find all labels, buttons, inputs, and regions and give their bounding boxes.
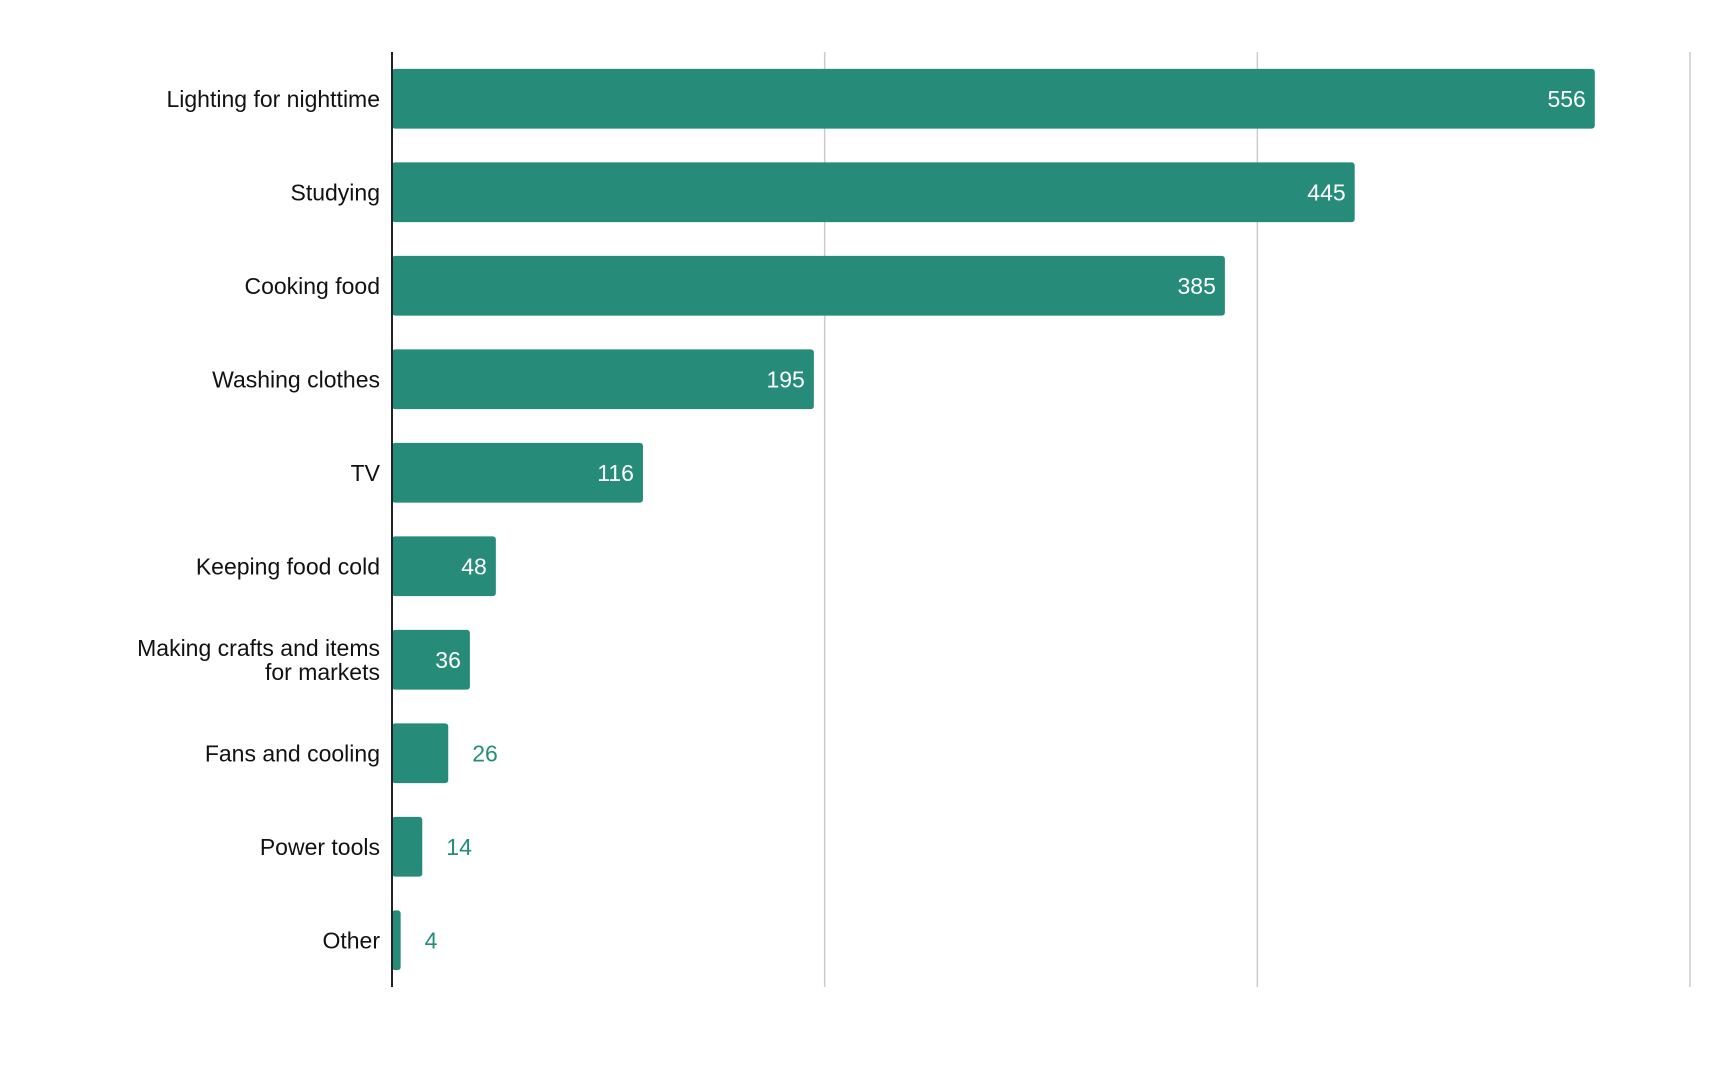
bar <box>392 629 470 690</box>
bar <box>392 68 1595 129</box>
data-label: 445 <box>1307 179 1345 205</box>
data-label: 36 <box>435 647 461 673</box>
bar <box>392 536 496 597</box>
data-label: 26 <box>472 740 498 766</box>
data-label: 385 <box>1178 273 1216 299</box>
data-label: 195 <box>766 366 804 392</box>
data-label: 14 <box>446 834 472 860</box>
data-label: 4 <box>425 927 438 953</box>
category-label: Power tools <box>260 834 380 860</box>
bar <box>392 349 814 410</box>
category-labels: Lighting for nighttime Studying Cooking fo… <box>137 86 381 954</box>
bar <box>392 255 1225 316</box>
category-label: Other <box>322 927 380 953</box>
category-label: Studying <box>290 179 380 205</box>
bar <box>392 910 401 971</box>
bar <box>392 816 423 877</box>
category-label: Washing clothes <box>212 366 380 392</box>
data-label: 116 <box>597 460 634 486</box>
category-label: Fans and cooling <box>205 740 380 766</box>
category-label: Keeping food cold <box>196 553 380 579</box>
category-label: Cooking food <box>244 273 380 299</box>
category-label: TV <box>351 460 381 486</box>
value-labels: 556 445 385 195 116 48 36 26 14 4 <box>425 86 1586 954</box>
bar <box>392 442 643 503</box>
data-label: 48 <box>461 553 487 579</box>
category-label: Lighting for nighttime <box>166 86 380 112</box>
bar <box>392 162 1355 223</box>
data-label: 556 <box>1547 86 1585 112</box>
bar <box>392 723 449 784</box>
bars <box>392 68 1595 971</box>
category-label: Making crafts and items for markets <box>137 635 380 685</box>
